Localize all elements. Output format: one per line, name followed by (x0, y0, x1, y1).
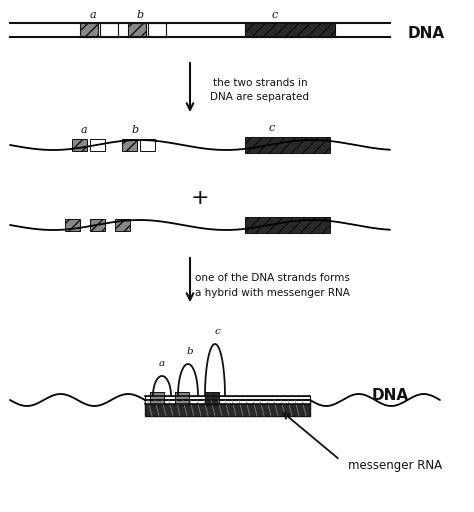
Bar (128, 23, 146, 37)
Text: messenger RNA: messenger RNA (348, 459, 442, 473)
Text: c: c (272, 10, 278, 20)
Text: c: c (214, 327, 220, 336)
Bar (145, 400, 310, 416)
Bar (90, 139, 105, 151)
Text: b: b (187, 347, 193, 356)
Bar (245, 217, 330, 233)
Text: a: a (90, 10, 96, 20)
Bar (145, 396, 310, 404)
Bar (122, 139, 137, 151)
Text: a: a (81, 125, 87, 135)
Bar (140, 139, 155, 151)
Text: +: + (191, 188, 210, 208)
Text: b: b (137, 10, 144, 20)
Bar (90, 219, 105, 231)
Text: the two strands in: the two strands in (213, 78, 307, 88)
Text: b: b (131, 125, 138, 135)
Bar (10, 23, 390, 37)
Text: a hybrid with messenger RNA: a hybrid with messenger RNA (194, 288, 349, 298)
Bar (175, 392, 189, 405)
Text: DNA: DNA (372, 388, 409, 402)
Bar (65, 219, 80, 231)
Bar (72, 139, 87, 151)
Bar (205, 392, 219, 405)
Bar (245, 137, 330, 153)
Bar (80, 23, 98, 37)
Text: DNA: DNA (408, 27, 445, 41)
Bar (115, 219, 130, 231)
Bar (148, 23, 166, 37)
Text: one of the DNA strands forms: one of the DNA strands forms (194, 273, 349, 283)
Bar (100, 23, 118, 37)
Text: a: a (159, 359, 165, 368)
Bar (245, 23, 335, 37)
Bar (150, 392, 164, 405)
Text: DNA are separated: DNA are separated (210, 92, 310, 102)
Text: c: c (269, 123, 275, 133)
